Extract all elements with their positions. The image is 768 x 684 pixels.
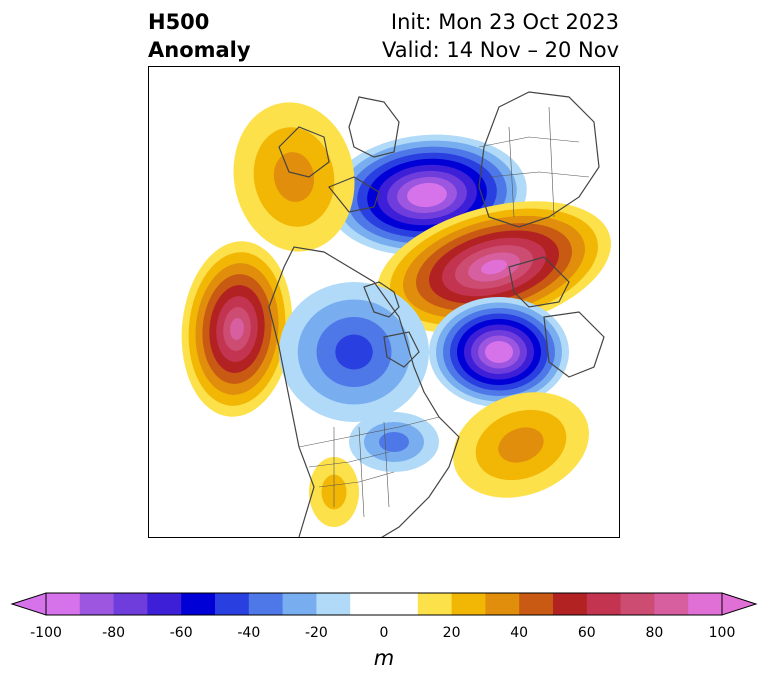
valid-range: Valid: 14 Nov – 20 Nov <box>382 38 619 62</box>
negative-anomaly-central-canada-contour <box>335 334 373 370</box>
anomaly-fields <box>181 102 611 527</box>
negative-anomaly-central-canada <box>279 282 429 422</box>
colorbar-bin <box>586 593 622 615</box>
positive-anomaly-greenland-arctic-contour <box>481 259 507 275</box>
title-left: H500 Anomaly <box>148 8 251 64</box>
colorbar-bin <box>181 593 216 615</box>
positive-anomaly-north-pacific <box>181 241 293 417</box>
positive-anomaly-central-atlantic <box>453 392 589 498</box>
coastlines <box>268 91 605 537</box>
colorbar-tick-label: -40 <box>237 625 261 641</box>
colorbar-tick-label: 0 <box>379 625 389 641</box>
borders <box>298 106 590 518</box>
colorbar-outline <box>45 592 723 616</box>
colorbar-tick-label: -100 <box>30 625 62 641</box>
colorbar-tick-label: -80 <box>102 625 126 641</box>
colorbar-bin <box>485 593 520 615</box>
colorbar-bin <box>46 593 81 615</box>
init-date: Init: Mon 23 Oct 2023 <box>390 10 619 34</box>
colorbar-max-extension <box>721 592 758 616</box>
colorbar-bin <box>350 593 385 615</box>
colorbar-tick-label: 80 <box>645 625 664 641</box>
negative-anomaly-eastern-us-contour <box>379 432 409 452</box>
title-variable: H500 <box>148 10 210 34</box>
colorbar-bin <box>519 593 554 615</box>
colorbar-bin <box>79 593 115 615</box>
colorbar <box>10 592 758 616</box>
colorbar-bin <box>384 593 419 615</box>
colorbar-bin <box>282 593 317 615</box>
map-panel <box>148 66 620 538</box>
title-field: Anomaly <box>148 38 251 62</box>
anomaly-map <box>181 91 611 537</box>
title-right: Init: Mon 23 Oct 2023 Valid: 14 Nov – 20… <box>382 8 619 64</box>
colorbar-bin <box>553 593 588 615</box>
colorbar-bin <box>248 593 284 615</box>
colorbar-tick-label: 60 <box>577 625 596 641</box>
negative-anomaly-siberia-contour <box>407 182 447 208</box>
colorbar-bin <box>417 593 453 615</box>
colorbar-tick-label: 20 <box>442 625 461 641</box>
colorbar-bin <box>451 593 486 615</box>
positive-anomaly-northern-europe-contour <box>273 152 315 202</box>
colorbar-bin <box>654 593 689 615</box>
colorbar-tick-label: -60 <box>169 625 193 641</box>
colorbar-min-extension <box>10 592 47 616</box>
colorbar-bin <box>147 593 182 615</box>
colorbar-bin <box>215 593 250 615</box>
colorbar-bin <box>620 593 655 615</box>
negative-anomaly-north-atlantic <box>429 297 569 407</box>
negative-anomaly-eastern-us <box>349 412 439 472</box>
colorbar-units: m <box>373 646 395 670</box>
positive-anomaly-north-pacific-contour <box>230 318 244 340</box>
colorbar-tick-label: -20 <box>304 625 328 641</box>
colorbar-tick-label: 100 <box>708 625 736 641</box>
colorbar-bin <box>688 593 723 615</box>
negative-anomaly-north-atlantic-contour <box>485 341 513 363</box>
colorbar-bin <box>113 593 148 615</box>
positive-anomaly-central-atlantic-contour <box>498 427 544 463</box>
positive-anomaly-greenland-arctic <box>377 201 611 333</box>
colorbar-bin <box>316 593 351 615</box>
colorbar-tick-label: 40 <box>510 625 529 641</box>
colorbar-bins <box>46 593 723 615</box>
positive-anomaly-northern-europe <box>233 102 355 252</box>
